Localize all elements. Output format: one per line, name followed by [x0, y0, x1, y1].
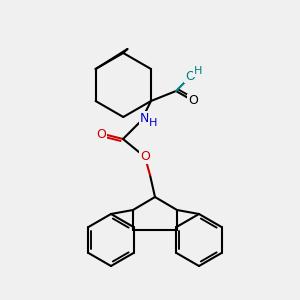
Text: N: N: [139, 112, 149, 124]
Text: O: O: [140, 151, 150, 164]
Text: H: H: [194, 66, 202, 76]
Text: H: H: [149, 118, 157, 128]
Text: O: O: [185, 70, 195, 83]
Text: O: O: [188, 94, 198, 107]
Text: O: O: [96, 128, 106, 140]
